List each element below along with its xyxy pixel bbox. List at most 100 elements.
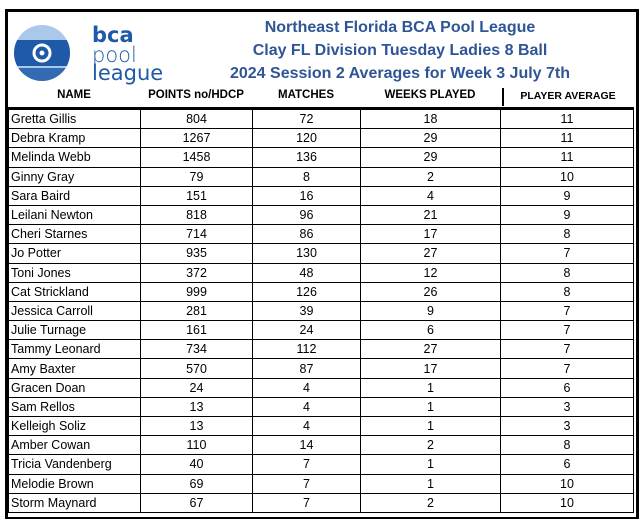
cell-weeks: 4 [360, 185, 501, 206]
cell-average: 11 [500, 128, 634, 149]
cell-average: 7 [500, 358, 634, 379]
table-row: Cheri Starnes 714 86 17 8 [8, 224, 634, 245]
header-points: POINTS no/HDCP [148, 89, 244, 101]
cell-points: 69 [140, 473, 253, 494]
cell-name: Sara Baird [8, 185, 141, 206]
cell-name: Gretta Gillis [8, 107, 141, 130]
cell-points: 13 [140, 415, 253, 437]
cell-matches: 7 [252, 492, 361, 513]
cell-average: 8 [500, 281, 634, 302]
cell-points: 1458 [140, 147, 253, 168]
cell-name: Jo Potter [8, 243, 141, 264]
cell-weeks: 21 [360, 204, 501, 226]
title-league: Northeast Florida BCA Pool League [264, 19, 536, 36]
table-row: Ginny Gray 79 8 2 10 [8, 166, 634, 187]
cell-name: Leilani Newton [8, 204, 141, 226]
cell-weeks: 1 [360, 377, 501, 398]
cell-points: 110 [140, 435, 253, 456]
cell-average: 11 [500, 107, 634, 130]
table-row: Julie Turnage 161 24 6 7 [8, 320, 634, 341]
cell-points: 40 [140, 454, 253, 475]
cell-name: Tricia Vandenberg [8, 454, 141, 475]
cell-average: 7 [500, 300, 634, 322]
cell-points: 79 [140, 166, 253, 187]
cell-weeks: 29 [360, 128, 501, 149]
table-row: Sara Baird 151 16 4 9 [8, 185, 634, 206]
cell-matches: 126 [252, 281, 361, 302]
logo-text-league: league [92, 61, 164, 85]
cell-matches: 72 [252, 107, 361, 130]
logo-text-bca: bca [92, 23, 134, 47]
cell-weeks: 12 [360, 262, 501, 283]
cell-weeks: 18 [360, 107, 501, 130]
cell-points: 1267 [140, 128, 253, 149]
cell-matches: 8 [252, 166, 361, 187]
cell-weeks: 27 [360, 243, 501, 264]
cell-points: 999 [140, 281, 253, 302]
table-row: Melodie Brown 69 7 1 10 [8, 473, 634, 494]
cell-average: 10 [500, 492, 634, 513]
cell-name: Tammy Leonard [8, 339, 141, 360]
table-row: Tammy Leonard 734 112 27 7 [8, 339, 634, 360]
cell-name: Melinda Webb [8, 147, 141, 168]
table-row: Kelleigh Soliz 13 4 1 3 [8, 415, 634, 437]
cell-name: Toni Jones [8, 262, 141, 283]
cell-name: Amber Cowan [8, 435, 141, 456]
cell-weeks: 2 [360, 492, 501, 513]
cell-points: 570 [140, 358, 253, 379]
cell-average: 8 [500, 262, 634, 283]
table-row: Toni Jones 372 48 12 8 [8, 262, 634, 283]
cell-points: 372 [140, 262, 253, 283]
cell-matches: 120 [252, 128, 361, 149]
table-row: Gretta Gillis 804 72 18 11 [8, 107, 634, 130]
cell-matches: 39 [252, 300, 361, 322]
cell-weeks: 29 [360, 147, 501, 168]
table-row: Leilani Newton 818 96 21 9 [8, 204, 634, 226]
title-division: Clay FL Division Tuesday Ladies 8 Ball [252, 42, 548, 59]
cell-weeks: 26 [360, 281, 501, 302]
header-name: NAME [57, 89, 91, 101]
cell-matches: 7 [252, 454, 361, 475]
table-row: Storm Maynard 67 7 2 10 [8, 492, 634, 513]
cell-weeks: 1 [360, 454, 501, 475]
header-weeks: WEEKS PLAYED [384, 89, 476, 101]
header-matches: MATCHES [277, 89, 334, 101]
cell-name: Kelleigh Soliz [8, 415, 141, 437]
cell-name: Amy Baxter [8, 358, 141, 379]
cell-matches: 48 [252, 262, 361, 283]
cell-name: Sam Rellos [8, 396, 141, 418]
cell-matches: 4 [252, 396, 361, 418]
cell-matches: 96 [252, 204, 361, 226]
table-row: Debra Kramp 1267 120 29 11 [8, 128, 634, 149]
header-divider [502, 88, 504, 106]
cell-weeks: 2 [360, 166, 501, 187]
table-row: Jo Potter 935 130 27 7 [8, 243, 634, 264]
cell-matches: 87 [252, 358, 361, 379]
cell-points: 67 [140, 492, 253, 513]
cell-average: 7 [500, 243, 634, 264]
cell-matches: 136 [252, 147, 361, 168]
cell-matches: 112 [252, 339, 361, 360]
cell-matches: 4 [252, 415, 361, 437]
cell-name: Julie Turnage [8, 320, 141, 341]
table-row: Amy Baxter 570 87 17 7 [8, 358, 634, 379]
header-average: PLAYER AVERAGE [520, 90, 616, 102]
cell-average: 11 [500, 147, 634, 168]
cell-average: 10 [500, 473, 634, 494]
cell-weeks: 17 [360, 224, 501, 245]
cell-name: Cheri Starnes [8, 224, 141, 245]
sheet-frame [5, 9, 639, 519]
cell-points: 281 [140, 300, 253, 322]
cell-points: 804 [140, 107, 253, 130]
cell-average: 3 [500, 415, 634, 437]
cell-weeks: 9 [360, 300, 501, 322]
cell-points: 714 [140, 224, 253, 245]
cell-matches: 14 [252, 435, 361, 456]
cell-name: Gracen Doan [8, 377, 141, 398]
title-session: 2024 Session 2 Averages for Week 3 July … [229, 65, 571, 82]
cell-name: Debra Kramp [8, 128, 141, 149]
cell-average: 6 [500, 454, 634, 475]
cell-average: 3 [500, 396, 634, 418]
cell-matches: 86 [252, 224, 361, 245]
cell-points: 734 [140, 339, 253, 360]
